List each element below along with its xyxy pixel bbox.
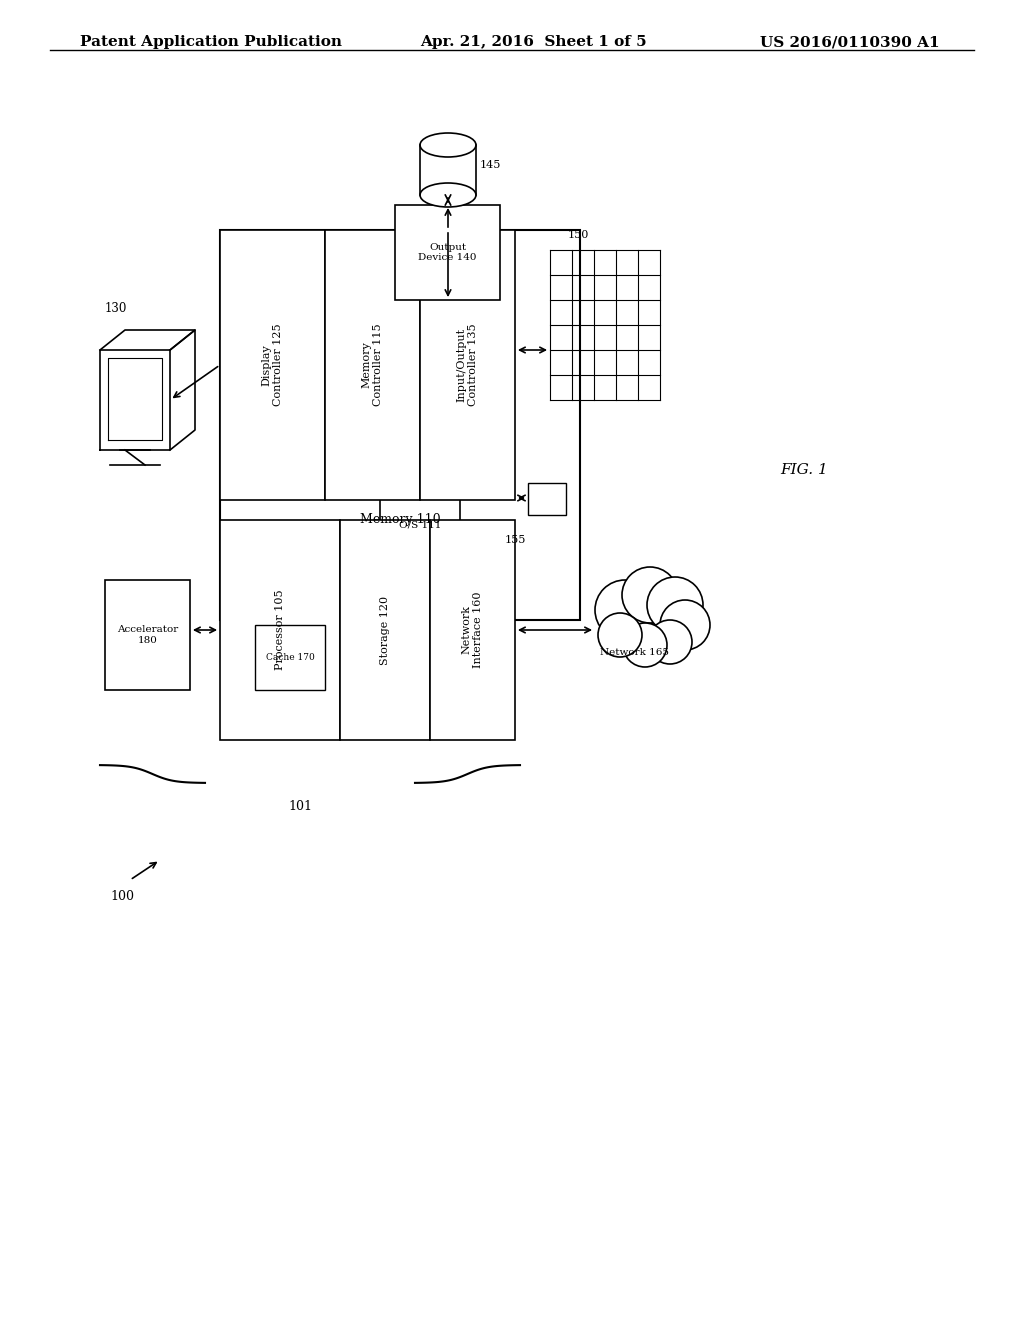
Text: Processor 105: Processor 105	[275, 590, 285, 671]
Text: 150: 150	[568, 230, 590, 240]
Circle shape	[623, 623, 667, 667]
Bar	[220, 230, 325, 500]
Circle shape	[647, 577, 703, 634]
Text: Cache 170: Cache 170	[265, 653, 314, 663]
Text: Memory 110: Memory 110	[359, 513, 440, 527]
Bar	[220, 520, 340, 741]
Circle shape	[595, 579, 655, 640]
Bar	[430, 520, 515, 741]
Bar	[255, 624, 325, 690]
Text: FIG. 1: FIG. 1	[780, 463, 827, 477]
Circle shape	[648, 620, 692, 664]
Text: Network 165: Network 165	[600, 648, 670, 657]
Text: Patent Application Publication: Patent Application Publication	[80, 36, 342, 49]
Text: 130: 130	[105, 302, 127, 315]
Bar	[105, 579, 190, 690]
Ellipse shape	[420, 133, 476, 157]
Text: 101: 101	[288, 800, 312, 813]
Circle shape	[622, 568, 678, 623]
Bar	[340, 520, 430, 741]
Text: 145: 145	[480, 160, 502, 170]
Text: Display
Controller 125: Display Controller 125	[262, 323, 284, 407]
Text: Output
Device 140: Output Device 140	[418, 243, 477, 263]
Text: 100: 100	[110, 890, 134, 903]
Bar	[220, 230, 580, 620]
Circle shape	[598, 612, 642, 657]
Circle shape	[660, 601, 710, 649]
Text: 155: 155	[504, 535, 525, 545]
Bar	[528, 483, 566, 515]
Text: Accelerator
180: Accelerator 180	[117, 626, 178, 644]
Bar	[395, 205, 500, 300]
Bar	[325, 230, 420, 500]
Text: US 2016/0110390 A1: US 2016/0110390 A1	[760, 36, 940, 49]
Text: Memory
Controller 115: Memory Controller 115	[361, 323, 383, 407]
Ellipse shape	[420, 183, 476, 207]
Bar	[420, 230, 515, 500]
Text: Input/Output
Controller 135: Input/Output Controller 135	[457, 323, 478, 407]
Bar	[380, 490, 460, 560]
Text: O/S 111: O/S 111	[398, 520, 441, 529]
Text: Apr. 21, 2016  Sheet 1 of 5: Apr. 21, 2016 Sheet 1 of 5	[420, 36, 646, 49]
Text: Storage 120: Storage 120	[380, 595, 390, 664]
Text: Network
Interface 160: Network Interface 160	[462, 591, 483, 668]
